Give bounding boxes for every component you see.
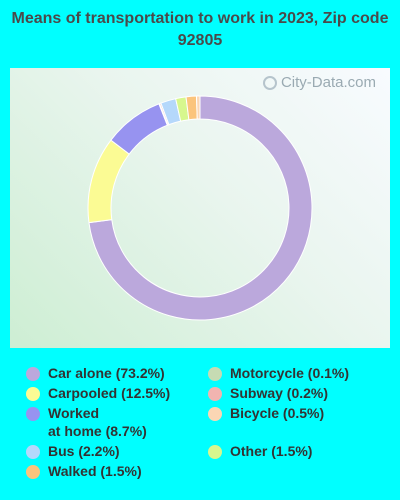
legend-label: Bus (2.2%) bbox=[48, 443, 120, 459]
legend-item-bus: Bus (2.2%) bbox=[26, 442, 120, 460]
legend-swatch bbox=[26, 465, 40, 479]
legend-item-subway: Subway (0.2%) bbox=[208, 384, 328, 402]
legend: Car alone (73.2%) Carpooled (12.5%) Worked… bbox=[0, 364, 400, 494]
chart-title: Means of transportation to work in 2023,… bbox=[11, 10, 389, 49]
legend-swatch bbox=[208, 407, 222, 421]
watermark: City-Data.com bbox=[262, 74, 376, 91]
legend-label: Subway (0.2%) bbox=[230, 385, 329, 401]
legend-label: Other (1.5%) bbox=[230, 443, 313, 459]
slice-carpooled bbox=[87, 139, 130, 224]
slice-bicycle bbox=[195, 95, 201, 120]
slice-car-alone bbox=[88, 95, 313, 321]
plot-area: City-Data.com bbox=[10, 68, 390, 348]
legend-item-other: Other (1.5%) bbox=[208, 442, 312, 460]
legend-label: Motorcycle (0.1%) bbox=[230, 365, 350, 381]
legend-item-car-alone: Car alone (73.2%) bbox=[26, 364, 165, 382]
magnifier-icon bbox=[262, 75, 277, 90]
legend-swatch bbox=[26, 367, 40, 381]
legend-swatch bbox=[26, 387, 40, 401]
slice-worked-at-home bbox=[110, 103, 169, 155]
legend-label: Worked at home (8.7%) bbox=[48, 405, 147, 439]
legend-item-walked: Walked (1.5%) bbox=[26, 462, 142, 480]
legend-swatch bbox=[208, 445, 222, 459]
legend-label: Carpooled (12.5%) bbox=[48, 385, 171, 401]
legend-item-worked-at-home: Worked at home (8.7%) bbox=[26, 404, 147, 440]
watermark-text: City-Data.com bbox=[280, 74, 376, 91]
legend-item-bicycle: Bicycle (0.5%) bbox=[208, 404, 324, 422]
legend-item-carpooled: Carpooled (12.5%) bbox=[26, 384, 170, 402]
legend-swatch bbox=[208, 387, 222, 401]
legend-swatch bbox=[26, 407, 40, 421]
donut-chart bbox=[87, 95, 313, 321]
legend-item-motorcycle: Motorcycle (0.1%) bbox=[208, 364, 349, 382]
legend-label: Walked (1.5%) bbox=[48, 463, 142, 479]
legend-label: Car alone (73.2%) bbox=[48, 365, 165, 381]
legend-swatch bbox=[208, 367, 222, 381]
legend-swatch bbox=[26, 445, 40, 459]
legend-label: Bicycle (0.5%) bbox=[230, 405, 325, 421]
